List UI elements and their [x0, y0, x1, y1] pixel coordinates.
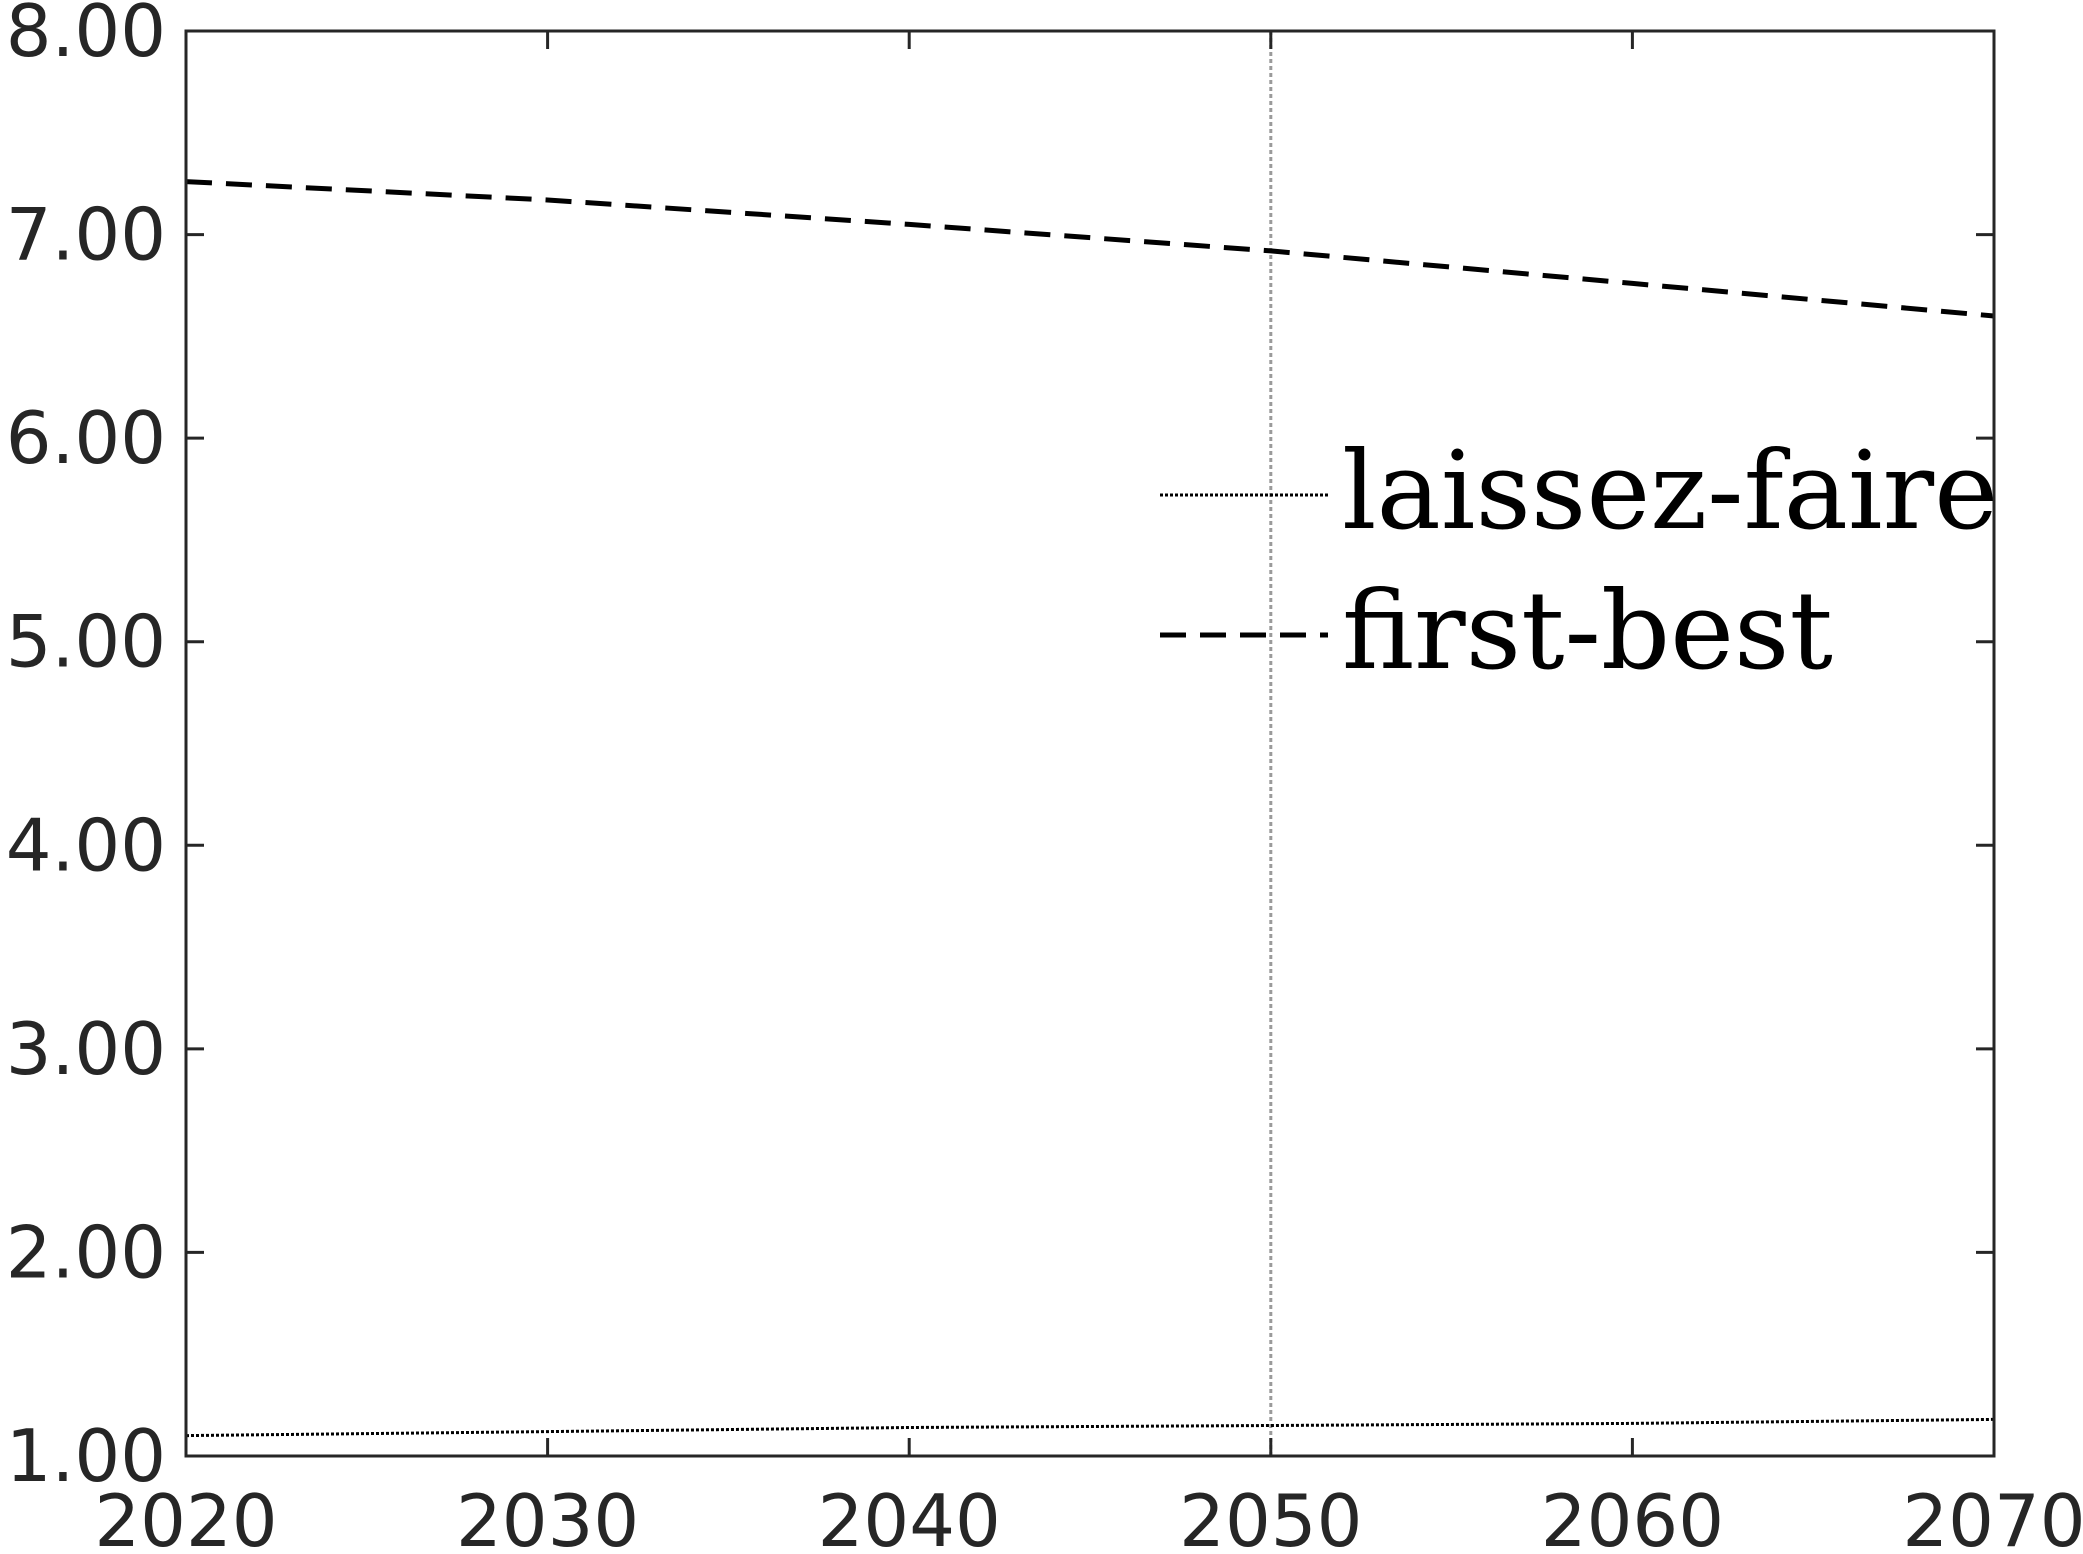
x-tick-label: 2030 [456, 1479, 639, 1554]
x-tick-label: 2040 [818, 1479, 1001, 1554]
y-tick-label: 4.00 [6, 803, 166, 887]
series-line-first-best [185, 179, 1995, 319]
y-tick-label: 7.00 [6, 193, 166, 277]
x-tick-label: 2060 [1541, 1479, 1724, 1554]
x-tick-label: 2070 [1902, 1479, 2083, 1554]
y-tick-label: 6.00 [6, 396, 166, 480]
series-line-laissez-faire [185, 1417, 1995, 1438]
y-tick-label: 5.00 [6, 600, 166, 684]
y-tick-label: 3.00 [6, 1007, 166, 1091]
legend-label-first-best: first-best [1342, 569, 1833, 694]
tick-labels-layer: 2020 2030 2040 2050 2060 2070 1.00 2.00 3.00 4.00… [6, 0, 2083, 1554]
plot-frame [184, 29, 1996, 1458]
legend: laissez-faire first-best [1160, 429, 1998, 694]
y-tick-label: 2.00 [6, 1210, 166, 1294]
y-tick-label: 8.00 [6, 0, 166, 73]
y-tick-label: 1.00 [6, 1414, 166, 1498]
legend-label-laissez-faire: laissez-faire [1342, 429, 1998, 554]
ticks-layer [184, 29, 1996, 1458]
x-tick-label: 2020 [94, 1479, 277, 1554]
x-tick-label: 2050 [1179, 1479, 1362, 1554]
series-layer [185, 179, 1995, 1438]
